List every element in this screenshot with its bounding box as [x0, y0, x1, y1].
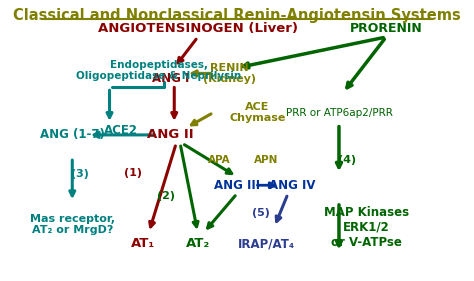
Text: APA: APA	[208, 155, 231, 165]
Text: AT₁: AT₁	[131, 237, 155, 250]
Text: ANGIOTENSINOGEN (Liver): ANGIOTENSINOGEN (Liver)	[98, 22, 298, 35]
Text: (4): (4)	[338, 155, 356, 165]
Text: (2): (2)	[157, 191, 175, 201]
Text: ACE2: ACE2	[104, 124, 138, 137]
Text: AT₂: AT₂	[186, 237, 210, 250]
Text: Mas receptor,
AT₂ or MrgD?: Mas receptor, AT₂ or MrgD?	[30, 214, 115, 235]
Text: PRORENIN: PRORENIN	[350, 22, 422, 35]
Text: (1): (1)	[124, 168, 142, 178]
Text: ANG (1-7): ANG (1-7)	[40, 128, 105, 141]
Text: ANG I: ANG I	[152, 72, 189, 85]
Text: Endopeptidases,
Oligopeptidase & Neprilysin: Endopeptidases, Oligopeptidase & Neprily…	[76, 60, 241, 81]
Text: APN: APN	[254, 155, 279, 165]
Text: ANG II: ANG II	[147, 128, 194, 141]
Text: PRR or ATP6ap2/PRR: PRR or ATP6ap2/PRR	[285, 108, 392, 117]
Text: Classical and Nonclassical Renin-Angiotensin Systems: Classical and Nonclassical Renin-Angiote…	[13, 8, 461, 23]
Text: ANG IV: ANG IV	[269, 179, 315, 192]
Text: ANG III: ANG III	[214, 179, 260, 192]
Text: MAP Kinases
ERK1/2
or V-ATPse: MAP Kinases ERK1/2 or V-ATPse	[324, 206, 409, 249]
Text: IRAP/AT₄: IRAP/AT₄	[238, 237, 295, 250]
Text: (3): (3)	[71, 169, 89, 179]
Text: ACE
Chymase: ACE Chymase	[229, 102, 285, 123]
Text: (5): (5)	[252, 208, 270, 218]
Text: RENIN
(Kidney): RENIN (Kidney)	[203, 63, 255, 84]
